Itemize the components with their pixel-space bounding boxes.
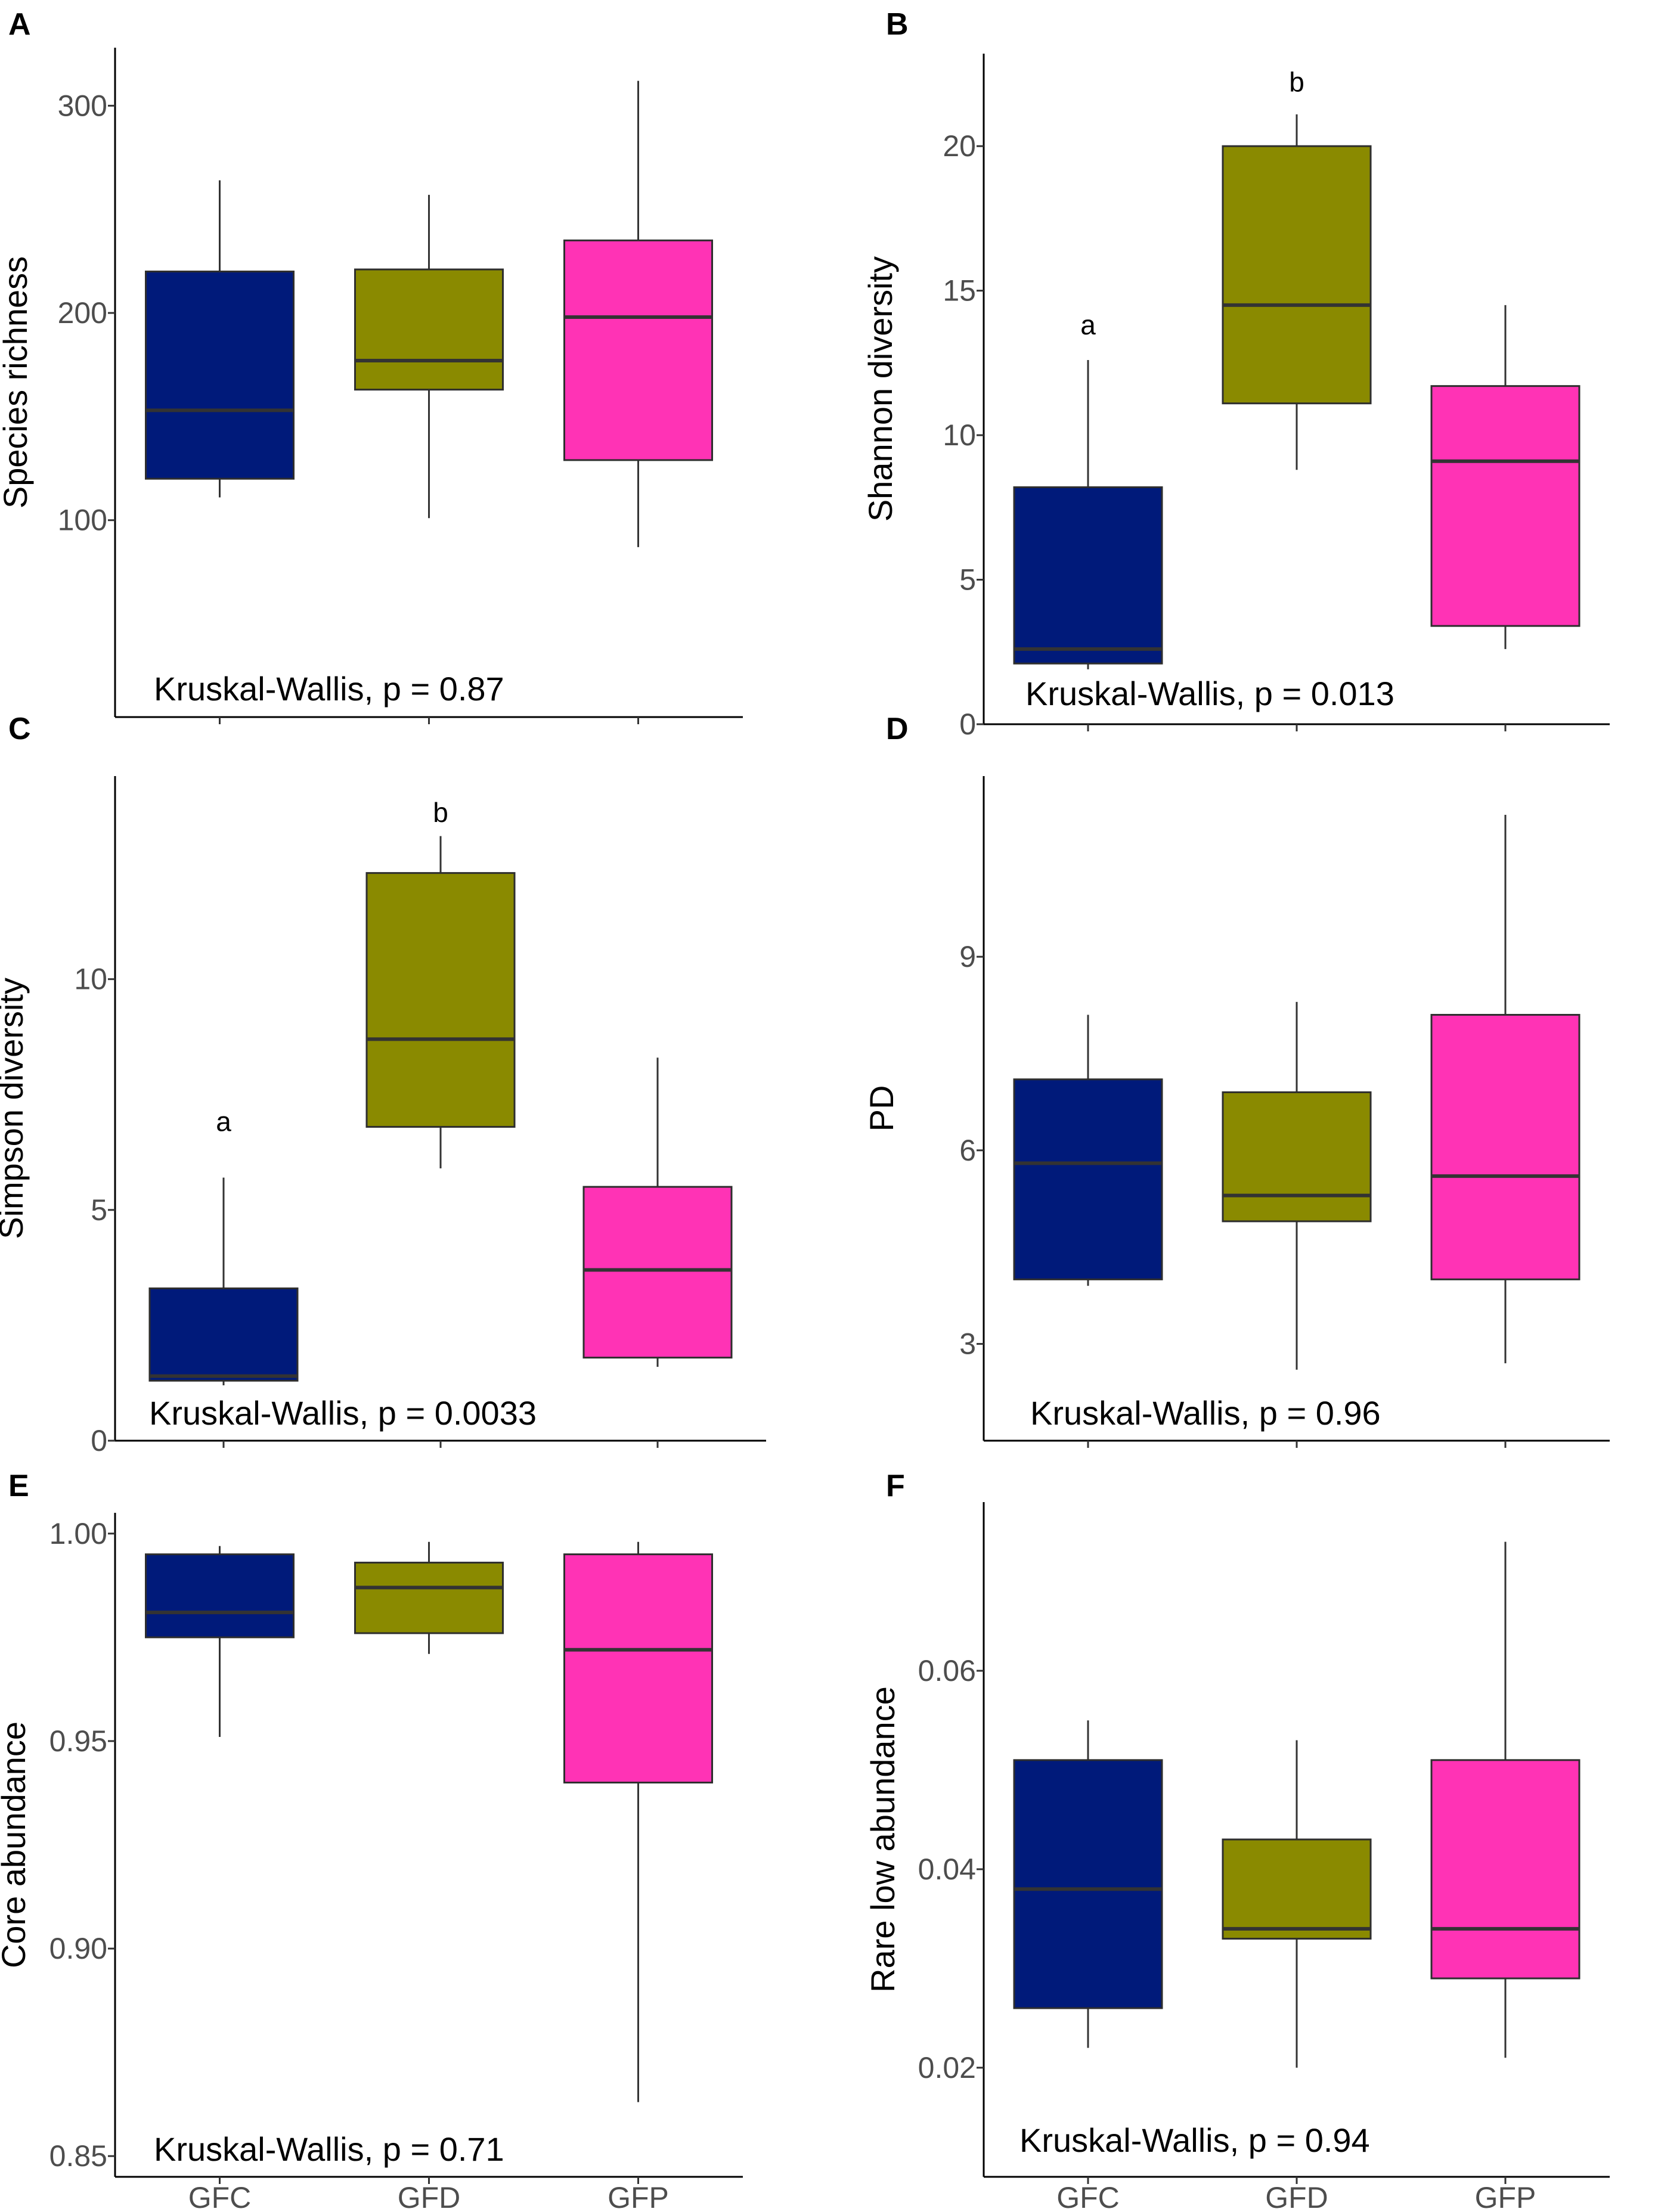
- panel-b-ytick-label: 20: [943, 129, 976, 163]
- panel-a-ylabel: Species richness: [0, 256, 34, 508]
- panel-c-label: C: [8, 712, 31, 746]
- panel-e-ytick-label: 0.95: [49, 1724, 107, 1758]
- panel-e-kruskal-wallis: Kruskal-Wallis, p = 0.71: [154, 2130, 504, 2168]
- panel-c-ylabel: Simpson diversity: [0, 978, 30, 1239]
- panel-c: C Simpson diversity 0 5 10 a b Kruskal-Wallis, …: [0, 712, 766, 1457]
- panel-c-ytick-label: 10: [74, 963, 107, 996]
- panel-e-xtick-label-gfc: GFC: [188, 2181, 252, 2212]
- panel-d-gfd-box: [1222, 1091, 1372, 1223]
- panel-a-label: A: [8, 7, 31, 42]
- panel-b: B Shannon diversity 0 5 10 15 20 a b Kruskal-Wall…: [861, 7, 1610, 741]
- panel-f-ytick-label: 0.02: [918, 2051, 976, 2084]
- panel-b-sig-letter-gfc: a: [1080, 309, 1096, 340]
- panel-f-gfd-box: [1222, 1838, 1372, 1940]
- panel-d-label: D: [886, 712, 909, 746]
- panel-f-xtick-label-gfd: GFD: [1265, 2181, 1328, 2212]
- panel-b-ytick-label: 5: [959, 563, 976, 597]
- panel-f-xtick-label-gfc: GFC: [1056, 2181, 1120, 2212]
- panel-e: E Core abundance 0.85 0.90 0.95 1.00 GFC GFD GFP…: [0, 1469, 743, 2212]
- panel-e-xtick-label-gfd: GFD: [398, 2181, 461, 2212]
- panel-d-ytick-label: 9: [959, 940, 976, 973]
- panel-c-ytick-label: 0: [91, 1424, 107, 1457]
- panel-e-gfp-box: [563, 1553, 713, 1784]
- panel-a-ytick-label: 100: [58, 504, 107, 537]
- panel-e-ytick-label: 0.85: [49, 2139, 107, 2173]
- panel-f-gfc-box: [1013, 1759, 1163, 2009]
- panel-a-ytick-label: 200: [58, 296, 107, 330]
- panel-b-ytick-label: 0: [959, 708, 976, 741]
- panel-e-gfd-box: [354, 1562, 504, 1634]
- panel-a: A Species richness 100 200 300 Kruskal-Wallis…: [0, 7, 743, 724]
- panel-c-gfd-box: [365, 872, 516, 1128]
- panel-d-ylabel: PD: [863, 1085, 900, 1132]
- panel-b-kruskal-wallis: Kruskal-Wallis, p = 0.013: [1025, 675, 1394, 712]
- panel-a-gfc-box: [145, 270, 295, 480]
- panel-d: D PD 3 6 9 Kruskal-Wallis, p = 0.96: [863, 712, 1610, 1448]
- panel-f-gfp-box: [1430, 1759, 1580, 1980]
- panel-b-label: B: [886, 7, 909, 42]
- panel-b-sig-letter-gfd: b: [1289, 66, 1304, 97]
- panel-b-ylabel: Shannon diversity: [861, 256, 899, 522]
- panel-a-ytick-label: 300: [58, 89, 107, 122]
- panel-f-ytick-label: 0.04: [918, 1853, 976, 1886]
- panel-d-gfp-box: [1430, 1014, 1580, 1280]
- panel-c-kruskal-wallis: Kruskal-Wallis, p = 0.0033: [149, 1394, 537, 1432]
- panel-a-gfp-box: [563, 239, 713, 461]
- panel-e-label: E: [8, 1469, 29, 1503]
- panel-a-kruskal-wallis: Kruskal-Wallis, p = 0.87: [154, 670, 504, 708]
- panel-f-ytick-label: 0.06: [918, 1654, 976, 1687]
- panel-a-gfd-box: [354, 268, 504, 391]
- panel-e-xtick-label-gfp: GFP: [608, 2181, 669, 2212]
- panel-e-ytick-label: 0.90: [49, 1932, 107, 1965]
- panel-d-kruskal-wallis: Kruskal-Wallis, p = 0.96: [1030, 1394, 1381, 1432]
- panel-e-gfc-box: [145, 1553, 295, 1639]
- panel-e-ylabel: Core abundance: [0, 1721, 32, 1968]
- panel-b-ytick-label: 10: [943, 418, 976, 452]
- panel-f-xtick-label-gfp: GFP: [1475, 2181, 1536, 2212]
- panel-b-gfp-box: [1430, 385, 1580, 627]
- panel-c-sig-letter-gfc: a: [216, 1106, 231, 1137]
- panel-c-ytick-label: 5: [91, 1193, 107, 1227]
- panel-c-sig-letter-gfd: b: [433, 797, 448, 828]
- panel-f-kruskal-wallis: Kruskal-Wallis, p = 0.94: [1019, 2121, 1370, 2159]
- panel-c-gfp-box: [582, 1186, 733, 1359]
- panel-b-ytick-label: 15: [943, 274, 976, 308]
- panel-f: F Rare low abundance 0.02 0.04 0.06 GFC GFD GFP…: [864, 1469, 1610, 2212]
- panel-e-ytick-label: 1.00: [49, 1517, 107, 1550]
- panel-c-gfc-box: [148, 1287, 299, 1382]
- panel-b-gfc-box: [1013, 486, 1163, 665]
- panel-f-ylabel: Rare low abundance: [864, 1686, 901, 1993]
- panel-d-ytick-label: 6: [959, 1134, 976, 1167]
- panel-b-gfd-box: [1222, 145, 1372, 405]
- panel-d-gfc-box: [1013, 1078, 1163, 1280]
- panel-d-ytick-label: 3: [959, 1327, 976, 1361]
- panel-f-label: F: [886, 1469, 905, 1503]
